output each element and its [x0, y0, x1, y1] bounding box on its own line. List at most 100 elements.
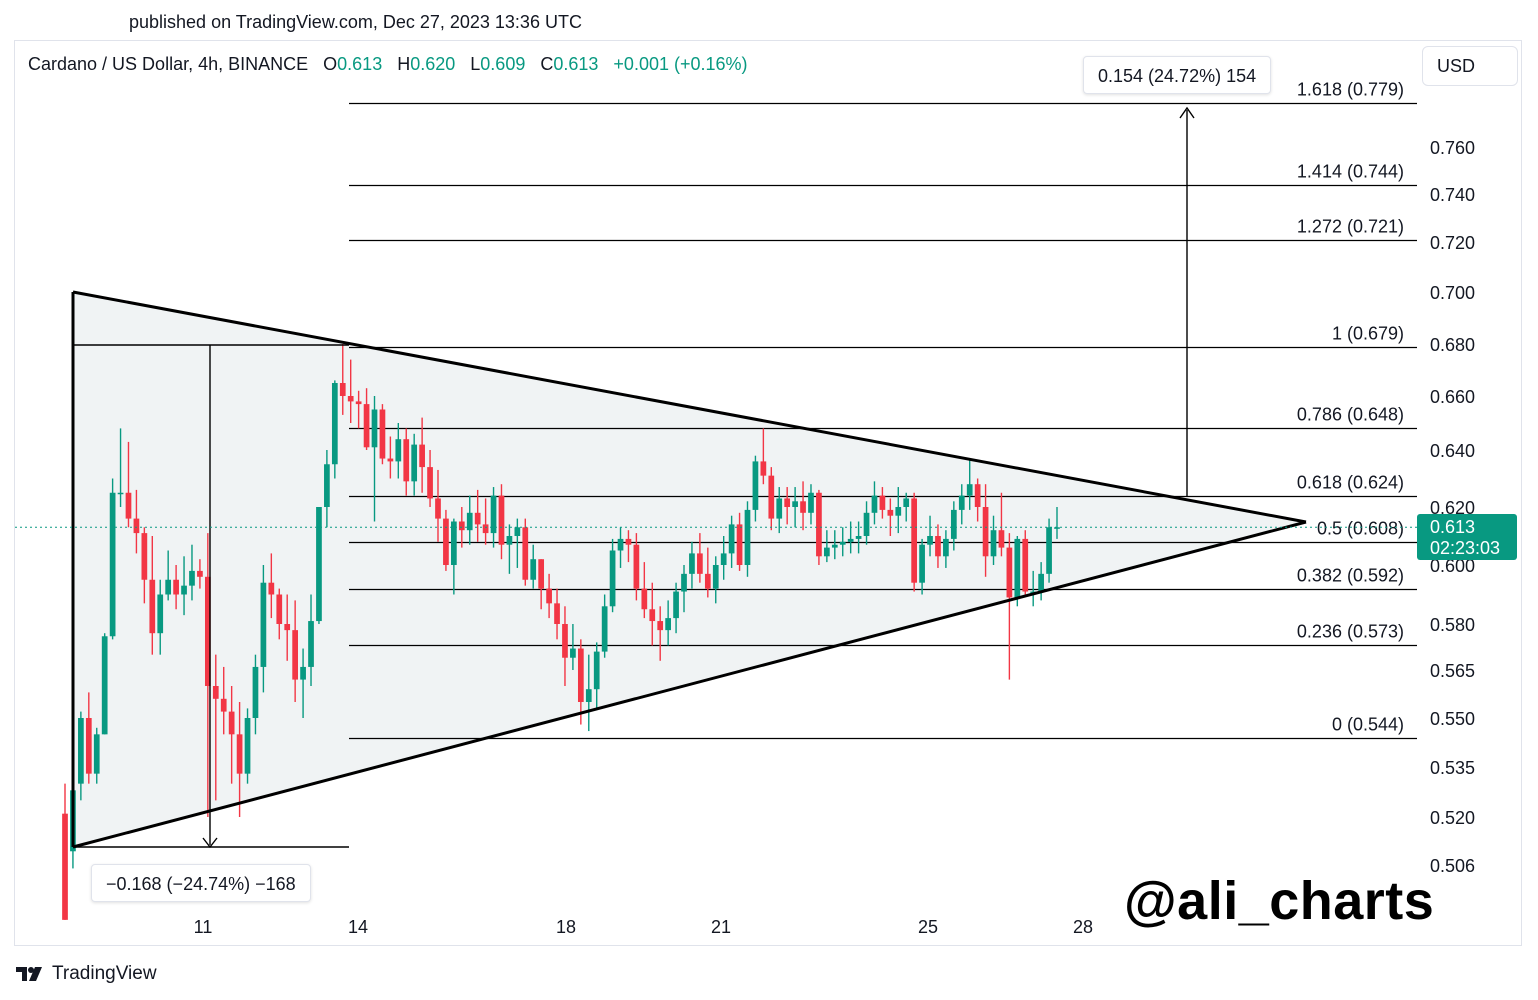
y-axis-tick-label: 0.720	[1430, 233, 1475, 253]
tradingview-brand[interactable]: TradingView	[16, 963, 157, 985]
candle-body	[689, 553, 695, 574]
published-caption: published on TradingView.com, Dec 27, 20…	[129, 12, 582, 32]
candle-body	[839, 541, 846, 545]
candle-body	[466, 512, 473, 531]
candle	[1006, 533, 1013, 680]
candle	[530, 544, 537, 589]
candle-body	[760, 461, 767, 476]
candle-body	[458, 521, 465, 531]
candle-body	[625, 538, 632, 545]
candle-body	[816, 492, 822, 557]
candle-body	[903, 498, 910, 507]
candle	[1046, 518, 1052, 583]
candle-body	[863, 512, 870, 536]
candle	[990, 515, 997, 565]
candle	[649, 582, 656, 646]
low-value: 0.609	[480, 54, 526, 74]
candle-body	[331, 383, 338, 465]
candle-body	[1054, 527, 1060, 529]
candle-body	[514, 527, 521, 536]
candle-body	[927, 536, 933, 545]
candle	[371, 396, 378, 522]
triangle-lower-line	[72, 520, 1307, 849]
candle	[260, 565, 267, 693]
candle-body	[847, 538, 854, 542]
measure-down-arrowhead	[202, 837, 218, 849]
candle-body	[570, 648, 576, 658]
candle-body	[308, 621, 314, 667]
candle	[1014, 536, 1021, 607]
candle	[871, 481, 878, 525]
candle	[681, 565, 687, 613]
candle-body	[300, 666, 306, 680]
candle	[276, 588, 283, 640]
candle	[768, 467, 775, 531]
candle-body	[181, 585, 187, 595]
candle	[220, 666, 227, 735]
candle	[379, 404, 386, 465]
candle-body	[228, 711, 235, 735]
candle	[609, 538, 616, 613]
candle	[943, 530, 949, 568]
candle	[284, 594, 291, 661]
candle-body	[998, 530, 1005, 548]
currency-button[interactable]: USD	[1422, 46, 1518, 86]
candle-body	[911, 498, 918, 583]
candle-body	[577, 648, 584, 702]
candle	[506, 524, 513, 574]
candle-body	[530, 559, 537, 580]
candle-body	[990, 530, 997, 557]
candle	[958, 484, 965, 525]
candle	[165, 550, 172, 601]
candle	[752, 455, 759, 522]
candle	[935, 524, 941, 568]
candle-body	[792, 501, 798, 507]
fib-level-label: 0.5 (0.608)	[1317, 519, 1404, 539]
candle	[228, 686, 235, 784]
candle	[689, 541, 695, 589]
x-axis-tick-label: 18	[556, 917, 576, 937]
candle-body	[157, 594, 164, 634]
x-axis-tick-label: 11	[194, 917, 213, 937]
candle-body	[411, 444, 418, 482]
candle-body	[744, 509, 751, 565]
candle-body	[244, 718, 251, 774]
candle-body	[474, 512, 481, 525]
candle-body	[165, 579, 172, 595]
candle-body	[895, 507, 902, 516]
candle-body	[919, 544, 925, 583]
candle-body	[403, 439, 410, 482]
y-axis-tick-label: 0.506	[1430, 856, 1475, 876]
candle-body	[1006, 547, 1013, 598]
candle	[617, 527, 624, 568]
candle	[895, 487, 902, 534]
candle-body	[728, 524, 735, 554]
candle-body	[562, 624, 568, 658]
candle-body	[546, 588, 552, 604]
candle-body	[776, 498, 783, 519]
candle	[998, 492, 1005, 557]
candle	[712, 556, 719, 604]
candle	[387, 436, 394, 479]
candle	[85, 692, 92, 784]
candle	[149, 536, 156, 655]
candle	[887, 498, 894, 536]
price-tag-box	[1417, 514, 1517, 560]
candle	[204, 533, 211, 817]
candle	[316, 507, 322, 624]
candle-body	[1038, 573, 1044, 592]
change-value: +0.001 (+0.16%)	[613, 54, 748, 74]
y-axis-tick-label: 0.550	[1430, 709, 1475, 729]
candle	[244, 708, 251, 784]
candle	[562, 606, 568, 686]
candle-body	[823, 547, 830, 557]
open-value: 0.613	[337, 54, 383, 74]
candle-body	[427, 467, 433, 499]
candle	[625, 530, 632, 563]
candle	[784, 487, 791, 525]
candle	[982, 484, 989, 577]
candle	[823, 530, 830, 563]
candle-body	[395, 439, 402, 462]
candle	[776, 487, 783, 534]
